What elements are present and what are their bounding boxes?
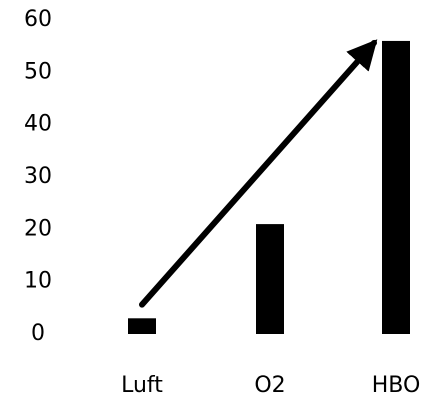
y-tick-label-10: 10: [24, 269, 52, 294]
bar-o2: [256, 224, 284, 334]
bars: [128, 40, 410, 334]
x-label-o2: O2: [254, 373, 285, 398]
x-label-luft: Luft: [121, 373, 163, 398]
y-tick-label-0: 0: [31, 321, 45, 346]
bar-hbo: [382, 40, 410, 334]
y-tick-label-60: 60: [24, 7, 52, 32]
trend-arrow: [139, 39, 378, 308]
y-tick-label-50: 50: [24, 59, 52, 84]
y-axis-ticks: 0 10 20 30 40 50 60: [24, 7, 52, 346]
x-label-hbo: HBO: [372, 373, 421, 398]
bar-luft: [128, 318, 156, 334]
y-tick-label-30: 30: [24, 164, 52, 189]
y-tick-label-40: 40: [24, 112, 52, 137]
y-tick-label-20: 20: [24, 216, 52, 241]
x-axis-labels: Luft O2 HBO: [121, 373, 420, 398]
